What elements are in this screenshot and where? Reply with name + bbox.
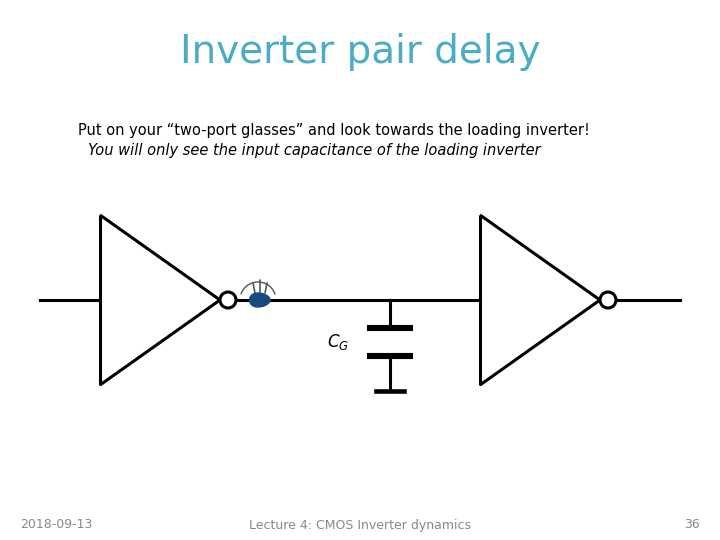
Text: 2018-09-13: 2018-09-13 [20,518,92,531]
Text: Put on your “two-port glasses” and look towards the loading inverter!: Put on your “two-port glasses” and look … [78,123,590,138]
Text: Lecture 4: CMOS Inverter dynamics: Lecture 4: CMOS Inverter dynamics [249,518,471,531]
Text: Inverter pair delay: Inverter pair delay [180,33,540,71]
Text: 36: 36 [684,518,700,531]
Text: You will only see the input capacitance of the loading inverter: You will only see the input capacitance … [88,143,541,158]
Polygon shape [250,293,270,307]
Text: $C_G$: $C_G$ [327,332,349,352]
